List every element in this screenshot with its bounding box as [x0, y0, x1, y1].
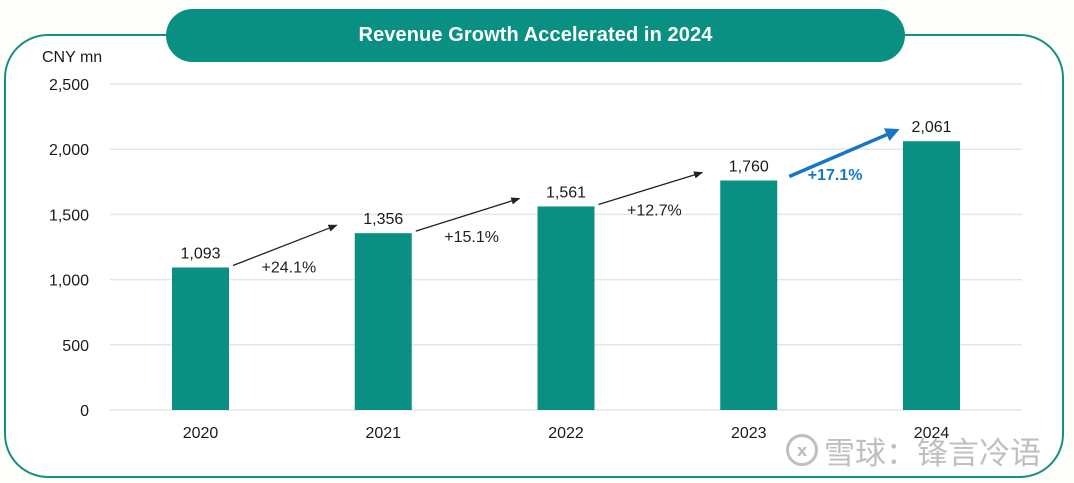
data-label-2024: 2,061 — [911, 119, 951, 136]
y-tick-label: 0 — [80, 403, 89, 420]
growth-arrow — [788, 128, 900, 179]
y-axis-label: CNY mn — [42, 49, 102, 66]
y-tick-label: 2,500 — [49, 77, 89, 94]
data-label-2020: 1,093 — [180, 245, 220, 262]
watermark-text: 雪球：锋言冷语 — [824, 435, 1041, 472]
growth-arrow — [415, 197, 521, 232]
x-tick-label: 2020 — [183, 425, 219, 442]
chart-title: Revenue Growth Accelerated in 2024 — [166, 9, 905, 62]
y-tick-label: 2,000 — [49, 142, 89, 159]
growth-label: +12.7% — [627, 202, 682, 219]
growth-arrow — [598, 171, 704, 206]
x-axis-ticks: 2020 2021 2022 2023 2024 — [183, 425, 950, 442]
bar-2020 — [172, 267, 229, 410]
snowball-logo-icon: x — [786, 434, 818, 466]
x-tick-label: 2021 — [365, 425, 401, 442]
x-tick-label: 2022 — [548, 425, 584, 442]
bar-2021 — [354, 233, 412, 410]
growth-label: +24.1% — [262, 259, 317, 276]
watermark: x 雪球：锋言冷语 — [786, 428, 1041, 472]
data-label-2021: 1,356 — [363, 211, 403, 228]
growth-label: +15.1% — [444, 229, 499, 246]
bar-2023 — [720, 180, 778, 410]
growth-arrow — [232, 224, 338, 267]
bar-2024 — [903, 141, 960, 410]
x-tick-label: 2024 — [914, 425, 950, 442]
bars — [172, 141, 960, 410]
data-label-2023: 1,760 — [729, 158, 769, 175]
data-label-2022: 1,561 — [546, 184, 586, 201]
growth-annotations: +24.1% +15.1% +12.7% +17.1% — [232, 128, 900, 276]
bar-2022 — [537, 206, 595, 410]
growth-label: +17.1% — [808, 167, 863, 184]
data-labels: 1,093 1,356 1,561 1,760 2,061 — [180, 119, 951, 262]
x-tick-label: 2023 — [731, 425, 767, 442]
y-tick-label: 500 — [62, 338, 89, 355]
y-tick-label: 1,500 — [49, 207, 89, 224]
y-axis-ticks: 0 500 1,000 1,500 2,000 2,500 — [49, 77, 89, 420]
y-tick-label: 1,000 — [49, 273, 89, 290]
